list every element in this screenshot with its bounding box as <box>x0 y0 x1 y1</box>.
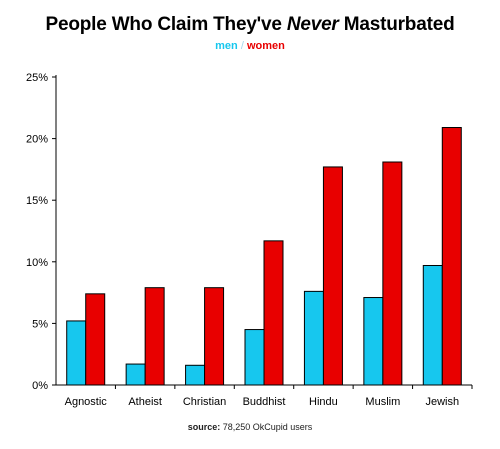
bar-men <box>244 329 265 386</box>
bar-men <box>66 320 87 386</box>
chart-title: People Who Claim They've Never Masturbat… <box>0 14 500 36</box>
y-tick-label: 10% <box>26 257 48 269</box>
x-tick-label: Agnostic <box>65 396 108 408</box>
y-tick-label: 20% <box>26 134 48 146</box>
bar-women <box>441 127 462 386</box>
bar-women <box>85 293 106 386</box>
source-label: source: <box>187 422 221 432</box>
bar-men <box>422 264 443 386</box>
bar-men <box>363 297 384 386</box>
bar-men <box>185 364 206 386</box>
x-tick-label: Buddhist <box>243 396 286 408</box>
legend-separator: / <box>240 40 244 52</box>
y-tick-label: 25% <box>26 72 48 84</box>
bar-women <box>144 287 165 386</box>
x-tick-label: Christian <box>183 396 226 408</box>
title-emphasis: Never <box>286 14 339 35</box>
bar-men <box>125 363 146 386</box>
bar-women <box>322 166 343 386</box>
y-tick-label: 0% <box>32 380 48 392</box>
y-tick-label: 5% <box>32 318 48 330</box>
bar-women <box>382 161 403 386</box>
x-tick-label: Hindu <box>309 396 338 408</box>
source-text: 78,250 OkCupid users <box>220 422 313 432</box>
x-tick-label: Jewish <box>425 396 459 408</box>
x-tick-label: Atheist <box>128 396 162 408</box>
y-tick-label: 15% <box>26 195 48 207</box>
title-suffix: Masturbated <box>338 14 455 35</box>
source-note: source: 78,250 OkCupid users <box>0 422 500 432</box>
x-tick-label: Muslim <box>365 396 400 408</box>
title-prefix: People Who Claim They've <box>45 14 287 35</box>
legend-men: men <box>215 40 238 52</box>
chart-legend: men / women <box>0 40 500 52</box>
bar-men <box>303 290 324 386</box>
legend-women: women <box>246 40 285 52</box>
bar-women <box>204 287 225 386</box>
bar-women <box>263 240 284 386</box>
